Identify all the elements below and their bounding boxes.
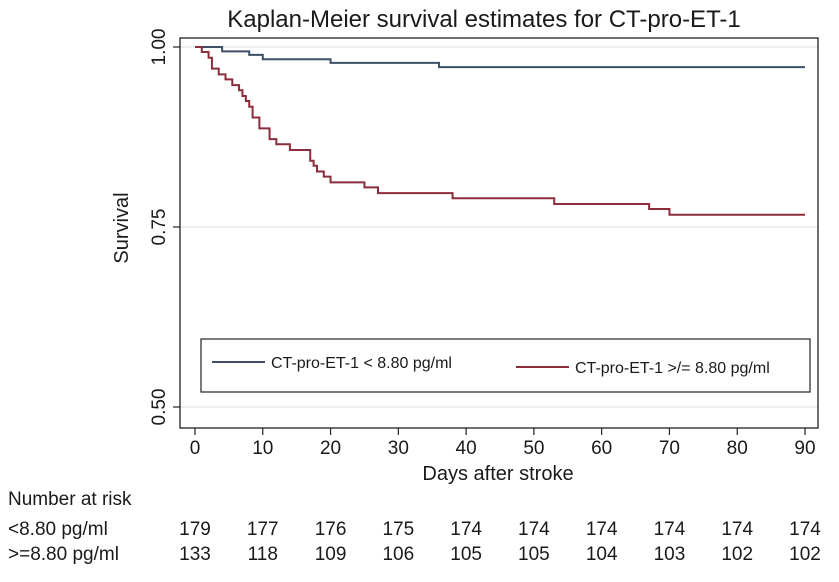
gridlines [180,46,818,408]
y-axis: 0.50 0.75 1.00 [149,29,180,426]
survival-curve-1 [195,46,805,216]
y-tick-label-2: 1.00 [149,29,170,66]
risk-table-heading: Number at risk [8,489,132,510]
chart-title: Kaplan-Meier survival estimates for CT-p… [227,6,741,33]
risk-value-1-7: 103 [654,544,686,565]
plot-frame [179,37,819,429]
x-tick-label-0: 0 [190,438,201,459]
risk-value-0-2: 176 [315,519,347,540]
risk-value-1-6: 104 [586,544,618,565]
x-tick-label-6: 60 [591,438,612,459]
risk-value-1-2: 109 [315,544,347,565]
risk-table-rows: <8.80 pg/ml 179 177 176 175 174 174 174 174 174 17… [8,519,821,565]
risk-value-0-7: 174 [654,519,686,540]
risk-value-0-4: 174 [450,519,482,540]
x-tick-label-8: 80 [727,438,748,459]
x-axis: 0 10 20 30 40 50 60 70 80 90 [190,428,816,459]
y-tick-label-1: 0.75 [149,209,170,246]
risk-value-0-5: 174 [518,519,550,540]
risk-table: Number at risk <8.80 pg/ml 179 177 176 175 17… [8,489,821,565]
risk-value-0-0: 179 [179,519,211,540]
legend-label-high: CT-pro-ET-1 >/= 8.80 pg/ml [575,360,770,377]
x-axis-label: Days after stroke [422,463,573,485]
risk-value-0-6: 174 [586,519,618,540]
risk-value-1-4: 105 [450,544,482,565]
survival-curve-0 [195,46,805,69]
legend-label-low: CT-pro-ET-1 < 8.80 pg/ml [271,355,452,372]
risk-value-0-8: 174 [721,519,753,540]
y-tick-label-0: 0.50 [149,389,170,426]
risk-value-1-1: 118 [248,544,278,565]
x-tick-label-9: 90 [794,438,815,459]
risk-value-0-1: 177 [247,519,279,540]
risk-value-0-9: 174 [789,519,821,540]
x-tick-label-2: 20 [320,438,341,459]
legend-box [200,338,811,393]
survival-curves [195,46,805,216]
x-tick-label-4: 40 [456,438,477,459]
x-tick-label-5: 50 [523,438,544,459]
risk-value-1-3: 106 [382,544,414,565]
risk-value-1-8: 102 [721,544,753,565]
risk-value-1-5: 105 [518,544,550,565]
risk-row-label-0: <8.80 pg/ml [8,519,108,540]
risk-value-1-9: 102 [789,544,821,565]
risk-value-0-3: 175 [382,519,414,540]
x-tick-label-7: 70 [659,438,680,459]
x-tick-label-1: 10 [252,438,273,459]
legend: CT-pro-ET-1 < 8.80 pg/ml CT-pro-ET-1 >/=… [200,338,811,393]
x-tick-label-3: 30 [388,438,409,459]
risk-row-label-1: >=8.80 pg/ml [8,544,119,565]
y-axis-label: Survival [111,192,133,263]
risk-value-1-0: 133 [179,544,211,565]
